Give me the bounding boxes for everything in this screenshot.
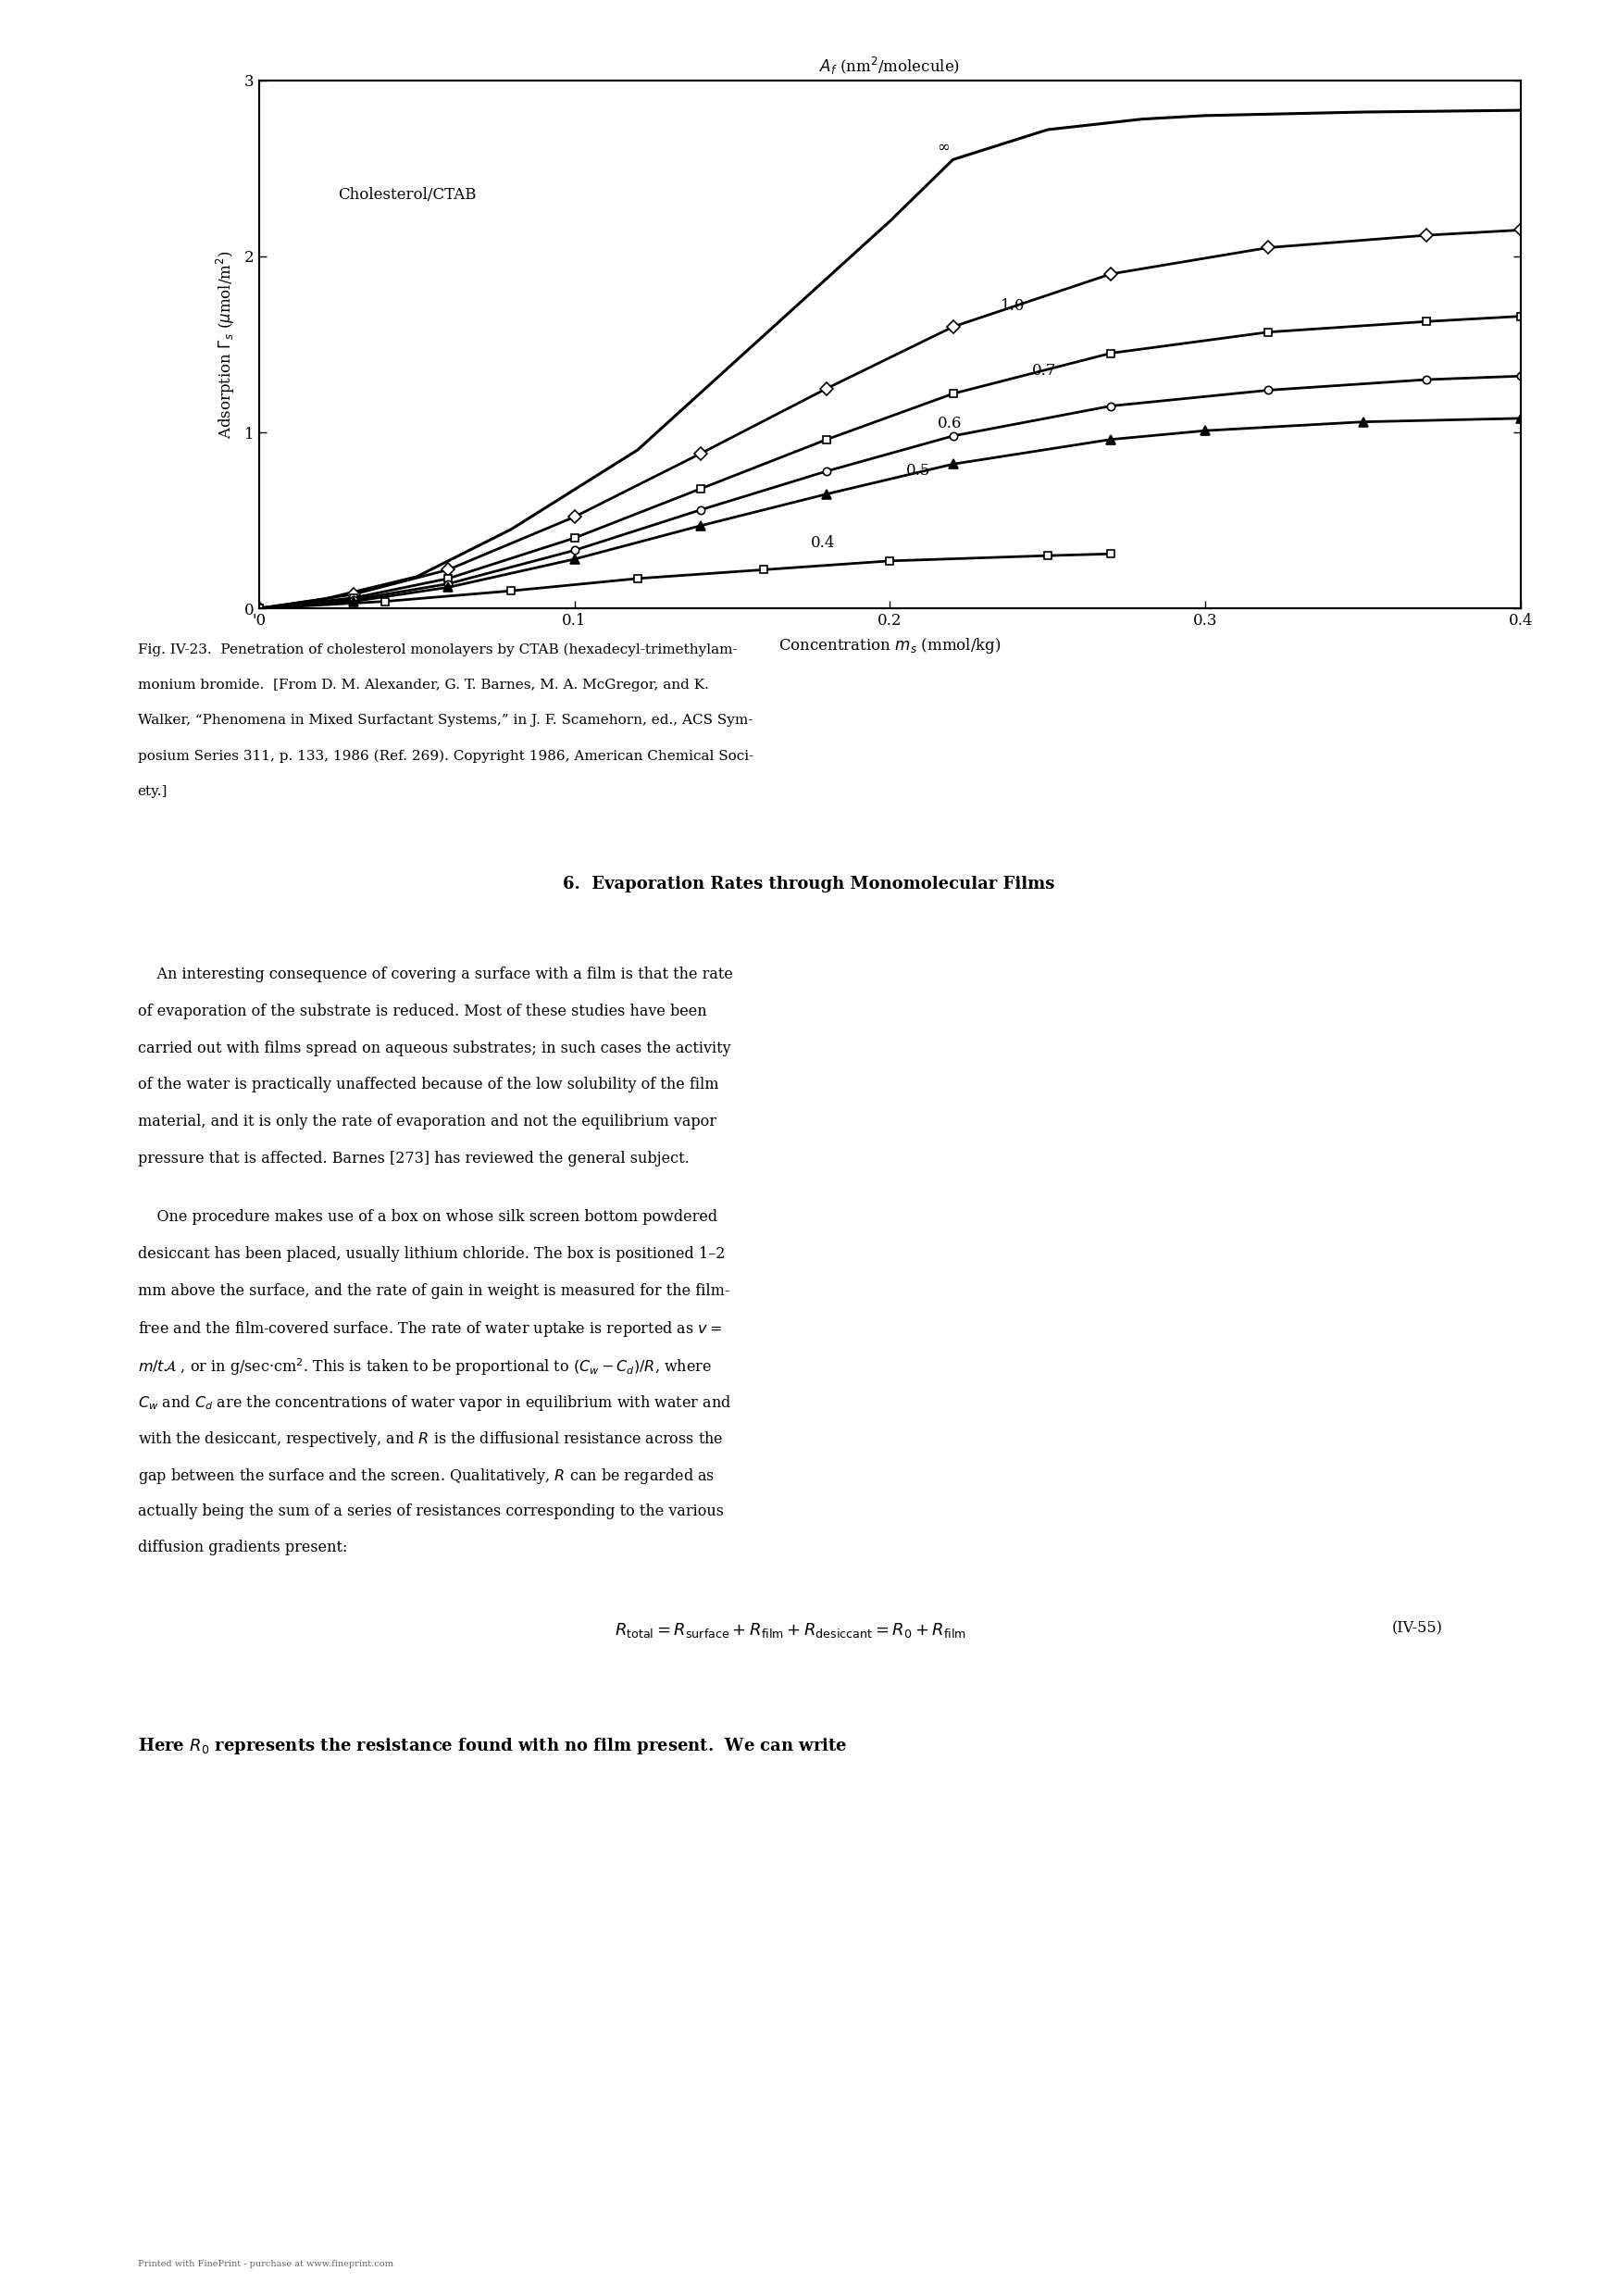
Text: material, and it is only the rate of evaporation and not the equilibrium vapor: material, and it is only the rate of eva… xyxy=(138,1114,717,1130)
Text: $C_w$ and $C_d$ are the concentrations of water vapor in equilibrium with water : $C_w$ and $C_d$ are the concentrations o… xyxy=(138,1394,731,1412)
Text: 0.5: 0.5 xyxy=(906,464,930,480)
Text: mm above the surface, and the rate of gain in weight is measured for the film-: mm above the surface, and the rate of ga… xyxy=(138,1283,730,1300)
Text: 0.7: 0.7 xyxy=(1032,363,1057,379)
Text: 6.  Evaporation Rates through Monomolecular Films: 6. Evaporation Rates through Monomolecul… xyxy=(563,875,1055,893)
Text: of evaporation of the substrate is reduced. Most of these studies have been: of evaporation of the substrate is reduc… xyxy=(138,1003,707,1019)
Text: 1.0: 1.0 xyxy=(1000,298,1024,315)
Text: of the water is practically unaffected because of the low solubility of the film: of the water is practically unaffected b… xyxy=(138,1077,718,1093)
Text: (IV-55): (IV-55) xyxy=(1391,1621,1442,1637)
X-axis label: Concentration $m_s$ (mmol/kg): Concentration $m_s$ (mmol/kg) xyxy=(778,636,1002,657)
Text: Here $R_0$ represents the resistance found with no film present.  We can write: Here $R_0$ represents the resistance fou… xyxy=(138,1736,848,1756)
Text: free and the film-covered surface. The rate of water uptake is reported as $v =$: free and the film-covered surface. The r… xyxy=(138,1320,722,1339)
Text: monium bromide.  [From D. M. Alexander, G. T. Barnes, M. A. McGregor, and K.: monium bromide. [From D. M. Alexander, G… xyxy=(138,680,709,691)
Text: Fig. IV-23.  Penetration of cholesterol monolayers by CTAB (hexadecyl-trimethyla: Fig. IV-23. Penetration of cholesterol m… xyxy=(138,643,736,657)
Text: Walker, “Phenomena in Mixed Surfactant Systems,” in J. F. Scamehorn, ed., ACS Sy: Walker, “Phenomena in Mixed Surfactant S… xyxy=(138,714,752,728)
Text: desiccant has been placed, usually lithium chloride. The box is positioned 1–2: desiccant has been placed, usually lithi… xyxy=(138,1247,725,1263)
Text: carried out with films spread on aqueous substrates; in such cases the activity: carried out with films spread on aqueous… xyxy=(138,1040,730,1056)
Text: actually being the sum of a series of resistances corresponding to the various: actually being the sum of a series of re… xyxy=(138,1504,723,1520)
Text: 0.6: 0.6 xyxy=(937,416,961,432)
Text: diffusion gradients present:: diffusion gradients present: xyxy=(138,1541,348,1557)
Text: with the desiccant, respectively, and $R$ is the diffusional resistance across t: with the desiccant, respectively, and $R… xyxy=(138,1430,723,1449)
Text: ∞: ∞ xyxy=(937,140,950,156)
Text: One procedure makes use of a box on whose silk screen bottom powdered: One procedure makes use of a box on whos… xyxy=(138,1210,717,1226)
Text: $m/t\mathcal{A}$ , or in g/sec·cm$^2$. This is taken to be proportional to $(C_w: $m/t\mathcal{A}$ , or in g/sec·cm$^2$. T… xyxy=(138,1357,712,1378)
Y-axis label: Adsorption $\Gamma_s$ ($\mu$mol/m$^2$): Adsorption $\Gamma_s$ ($\mu$mol/m$^2$) xyxy=(215,250,236,439)
Text: ety.]: ety.] xyxy=(138,785,168,799)
Text: $R_{\mathrm{total}} = R_{\mathrm{surface}} + R_{\mathrm{film}} + R_{\mathrm{desi: $R_{\mathrm{total}} = R_{\mathrm{surface… xyxy=(615,1621,966,1639)
Text: pressure that is affected. Barnes [273] has reviewed the general subject.: pressure that is affected. Barnes [273] … xyxy=(138,1150,689,1166)
Text: posium Series 311, p. 133, 1986 (Ref. 269). Copyright 1986, American Chemical So: posium Series 311, p. 133, 1986 (Ref. 26… xyxy=(138,748,754,762)
Text: An interesting consequence of covering a surface with a film is that the rate: An interesting consequence of covering a… xyxy=(138,967,733,983)
Text: Cholesterol/CTAB: Cholesterol/CTAB xyxy=(338,186,476,202)
Text: Printed with FinePrint - purchase at www.fineprint.com: Printed with FinePrint - purchase at www… xyxy=(138,2259,393,2268)
X-axis label: $A_f$ (nm$^2$/molecule): $A_f$ (nm$^2$/molecule) xyxy=(820,55,959,78)
Text: 0.4: 0.4 xyxy=(811,535,835,551)
Text: gap between the surface and the screen. Qualitatively, $R$ can be regarded as: gap between the surface and the screen. … xyxy=(138,1467,715,1486)
